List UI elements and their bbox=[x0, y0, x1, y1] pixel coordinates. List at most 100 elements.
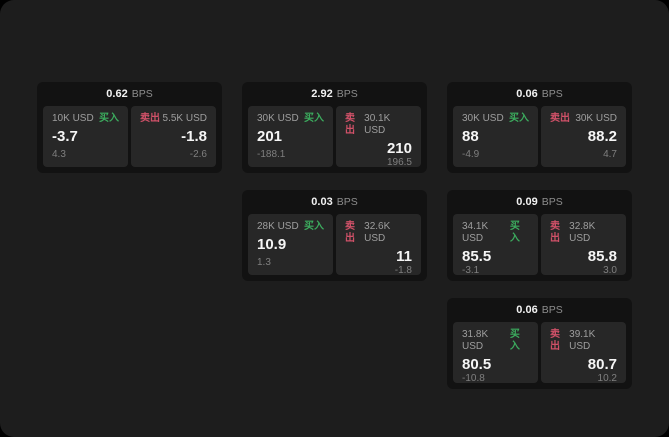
bps-unit-label: BPS bbox=[541, 304, 563, 316]
sell-sub-value: 4.7 bbox=[603, 149, 617, 160]
quote-card: 0.03 BPS 28K USD 买入 10.9 1.3 卖出 32.6K USD bbox=[242, 190, 427, 281]
sell-label: 卖出 bbox=[550, 113, 570, 124]
buy-quote-panel[interactable]: 34.1K USD 买入 85.5 -3.1 bbox=[453, 214, 538, 275]
buy-price: 80.5 bbox=[462, 356, 492, 373]
quote-panels: 30K USD 买入 88 -4.9 卖出 30K USD 88.2 4.7 bbox=[453, 106, 626, 167]
quote-card: 0.06 BPS 30K USD 买入 88 -4.9 卖出 30K USD bbox=[447, 82, 632, 173]
buy-notional: 30K USD bbox=[462, 113, 504, 124]
buy-price: 10.9 bbox=[257, 236, 287, 253]
sell-label: 卖出 bbox=[140, 113, 160, 124]
sell-panel-top: 卖出 39.1K USD bbox=[550, 329, 617, 353]
sell-sub-value: 196.5 bbox=[386, 157, 412, 167]
buy-price: -3.7 bbox=[52, 128, 78, 145]
buy-panel-top: 31.8K USD 买入 bbox=[462, 329, 529, 353]
buy-notional: 30K USD bbox=[257, 113, 299, 124]
sell-panel-top: 卖出 32.8K USD bbox=[550, 221, 617, 245]
sell-sub-value: -1.8 bbox=[394, 265, 412, 275]
bps-value: 0.06 bbox=[516, 88, 538, 100]
sell-quote-panel[interactable]: 卖出 32.8K USD 85.8 3.0 bbox=[541, 214, 626, 275]
buy-sub-value: -10.8 bbox=[462, 373, 485, 383]
buy-panel-top: 10K USD 买入 bbox=[52, 113, 119, 125]
quote-card: 0.06 BPS 31.8K USD 买入 80.5 -10.8 卖出 39.1K… bbox=[447, 298, 632, 389]
sell-sub-value: 10.2 bbox=[597, 373, 617, 383]
bps-header: 0.06 BPS bbox=[453, 86, 626, 103]
bps-unit-label: BPS bbox=[541, 88, 563, 100]
sell-quote-panel[interactable]: 卖出 30.1K USD 210 196.5 bbox=[336, 106, 421, 167]
sell-price: 210 bbox=[386, 140, 412, 157]
quote-panels: 10K USD 买入 -3.7 4.3 卖出 5.5K USD -1.8 -2.… bbox=[43, 106, 216, 167]
buy-quote-panel[interactable]: 30K USD 买入 88 -4.9 bbox=[453, 106, 538, 167]
sell-panel-top: 卖出 30K USD bbox=[550, 113, 617, 125]
quote-panels: 30K USD 买入 201 -188.1 卖出 30.1K USD 210 1… bbox=[248, 106, 421, 167]
bps-value: 0.09 bbox=[516, 196, 538, 208]
buy-notional: 31.8K USD bbox=[462, 329, 489, 352]
bps-unit-label: BPS bbox=[336, 196, 358, 208]
buy-label: 买入 bbox=[509, 113, 529, 124]
sell-label: 卖出 bbox=[550, 221, 560, 244]
bps-unit-label: BPS bbox=[541, 196, 563, 208]
sell-notional: 32.6K USD bbox=[364, 221, 391, 244]
buy-label: 买入 bbox=[509, 221, 520, 244]
bps-value: 0.03 bbox=[311, 196, 333, 208]
buy-notional: 10K USD bbox=[52, 113, 94, 124]
sell-price: 88.2 bbox=[587, 128, 617, 145]
buy-label: 买入 bbox=[304, 221, 324, 232]
quote-panels: 31.8K USD 买入 80.5 -10.8 卖出 39.1K USD 80.… bbox=[453, 322, 626, 383]
bps-header: 0.06 BPS bbox=[453, 302, 626, 319]
sell-panel-top: 卖出 30.1K USD bbox=[345, 113, 412, 137]
buy-sub-value: -3.1 bbox=[462, 265, 480, 275]
sell-quote-panel[interactable]: 卖出 32.6K USD 11 -1.8 bbox=[336, 214, 421, 275]
sell-quote-panel[interactable]: 卖出 39.1K USD 80.7 10.2 bbox=[541, 322, 626, 383]
bps-header: 0.09 BPS bbox=[453, 194, 626, 211]
buy-quote-panel[interactable]: 31.8K USD 买入 80.5 -10.8 bbox=[453, 322, 538, 383]
quote-card: 0.09 BPS 34.1K USD 买入 85.5 -3.1 卖出 32.8K … bbox=[447, 190, 632, 281]
sell-panel-top: 卖出 32.6K USD bbox=[345, 221, 412, 245]
bps-header: 0.62 BPS bbox=[43, 86, 216, 103]
sell-notional: 39.1K USD bbox=[569, 329, 596, 352]
sell-quote-panel[interactable]: 卖出 30K USD 88.2 4.7 bbox=[541, 106, 626, 167]
buy-quote-panel[interactable]: 28K USD 买入 10.9 1.3 bbox=[248, 214, 333, 275]
buy-quote-panel[interactable]: 10K USD 买入 -3.7 4.3 bbox=[43, 106, 128, 167]
sell-notional: 30.1K USD bbox=[364, 113, 391, 136]
sell-label: 卖出 bbox=[550, 329, 560, 352]
sell-price: -1.8 bbox=[181, 128, 207, 145]
quote-panels: 34.1K USD 买入 85.5 -3.1 卖出 32.8K USD 85.8… bbox=[453, 214, 626, 275]
bps-unit-label: BPS bbox=[336, 88, 358, 100]
buy-panel-top: 28K USD 买入 bbox=[257, 221, 324, 233]
quote-card: 2.92 BPS 30K USD 买入 201 -188.1 卖出 30.1K U… bbox=[242, 82, 427, 173]
bps-header: 0.03 BPS bbox=[248, 194, 421, 211]
buy-quote-panel[interactable]: 30K USD 买入 201 -188.1 bbox=[248, 106, 333, 167]
sell-sub-value: -2.6 bbox=[189, 149, 207, 160]
buy-sub-value: 4.3 bbox=[52, 149, 66, 160]
sell-notional: 5.5K USD bbox=[162, 113, 207, 124]
sell-sub-value: 3.0 bbox=[603, 265, 617, 275]
buy-price: 201 bbox=[257, 128, 283, 145]
quote-panels: 28K USD 买入 10.9 1.3 卖出 32.6K USD 11 -1.8 bbox=[248, 214, 421, 275]
sell-quote-panel[interactable]: 卖出 5.5K USD -1.8 -2.6 bbox=[131, 106, 216, 167]
buy-sub-value: -4.9 bbox=[462, 149, 480, 160]
sell-panel-top: 卖出 5.5K USD bbox=[140, 113, 207, 125]
buy-sub-value: -188.1 bbox=[257, 149, 286, 160]
sell-notional: 30K USD bbox=[575, 113, 617, 124]
buy-sub-value: 1.3 bbox=[257, 257, 271, 268]
buy-notional: 34.1K USD bbox=[462, 221, 489, 244]
buy-label: 买入 bbox=[304, 113, 324, 124]
buy-panel-top: 34.1K USD 买入 bbox=[462, 221, 529, 245]
buy-panel-top: 30K USD 买入 bbox=[257, 113, 324, 125]
sell-price: 11 bbox=[396, 248, 412, 265]
buy-panel-top: 30K USD 买入 bbox=[462, 113, 529, 125]
quote-card: 0.62 BPS 10K USD 买入 -3.7 4.3 卖出 5.5K USD bbox=[37, 82, 222, 173]
bps-header: 2.92 BPS bbox=[248, 86, 421, 103]
sell-price: 80.7 bbox=[587, 356, 617, 373]
buy-label: 买入 bbox=[99, 113, 119, 124]
bps-value: 0.06 bbox=[516, 304, 538, 316]
buy-label: 买入 bbox=[509, 329, 520, 352]
buy-price: 85.5 bbox=[462, 248, 492, 265]
bps-unit-label: BPS bbox=[131, 88, 153, 100]
bps-value: 2.92 bbox=[311, 88, 333, 100]
bps-value: 0.62 bbox=[106, 88, 128, 100]
sell-notional: 32.8K USD bbox=[569, 221, 596, 244]
sell-label: 卖出 bbox=[345, 221, 355, 244]
sell-price: 85.8 bbox=[587, 248, 617, 265]
